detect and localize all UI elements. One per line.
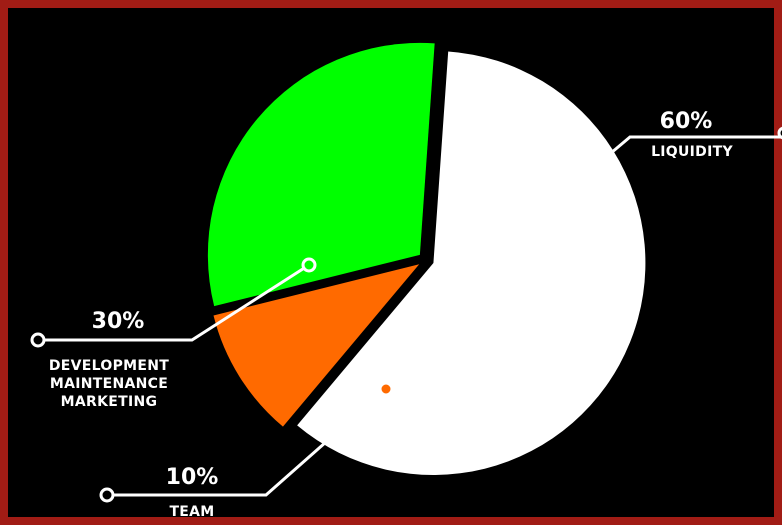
leader-line-development bbox=[38, 263, 310, 342]
pie-slice-team bbox=[213, 264, 420, 427]
percent-label-development: 30% bbox=[92, 309, 145, 334]
leader-end-dot-development bbox=[30, 332, 46, 348]
pie-chart: 60% LIQUIDITY 30% DEVELOPMENT MAINTENANC… bbox=[30, 42, 782, 520]
pie-slice-development bbox=[207, 42, 435, 307]
leader-start-dot-team bbox=[378, 381, 394, 397]
percent-label-liquidity: 60% bbox=[660, 109, 713, 134]
pie-slice-liquidity bbox=[297, 51, 646, 475]
leader-end-dot-liquidity bbox=[777, 126, 782, 140]
leader-end-dot-team bbox=[99, 487, 115, 503]
slice-label-team: TEAM bbox=[169, 504, 214, 520]
percent-label-team: 10% bbox=[166, 465, 219, 490]
slice-label-development-line-3: MARKETING bbox=[61, 394, 158, 410]
slice-label-liquidity: LIQUIDITY bbox=[651, 144, 733, 160]
leader-start-dot-development bbox=[301, 257, 317, 273]
slice-label-development-line-1: DEVELOPMENT bbox=[49, 358, 169, 374]
leader-line-team bbox=[107, 387, 387, 497]
leader-line-liquidity bbox=[610, 135, 782, 155]
slice-label-development-line-2: MAINTENANCE bbox=[50, 376, 168, 392]
